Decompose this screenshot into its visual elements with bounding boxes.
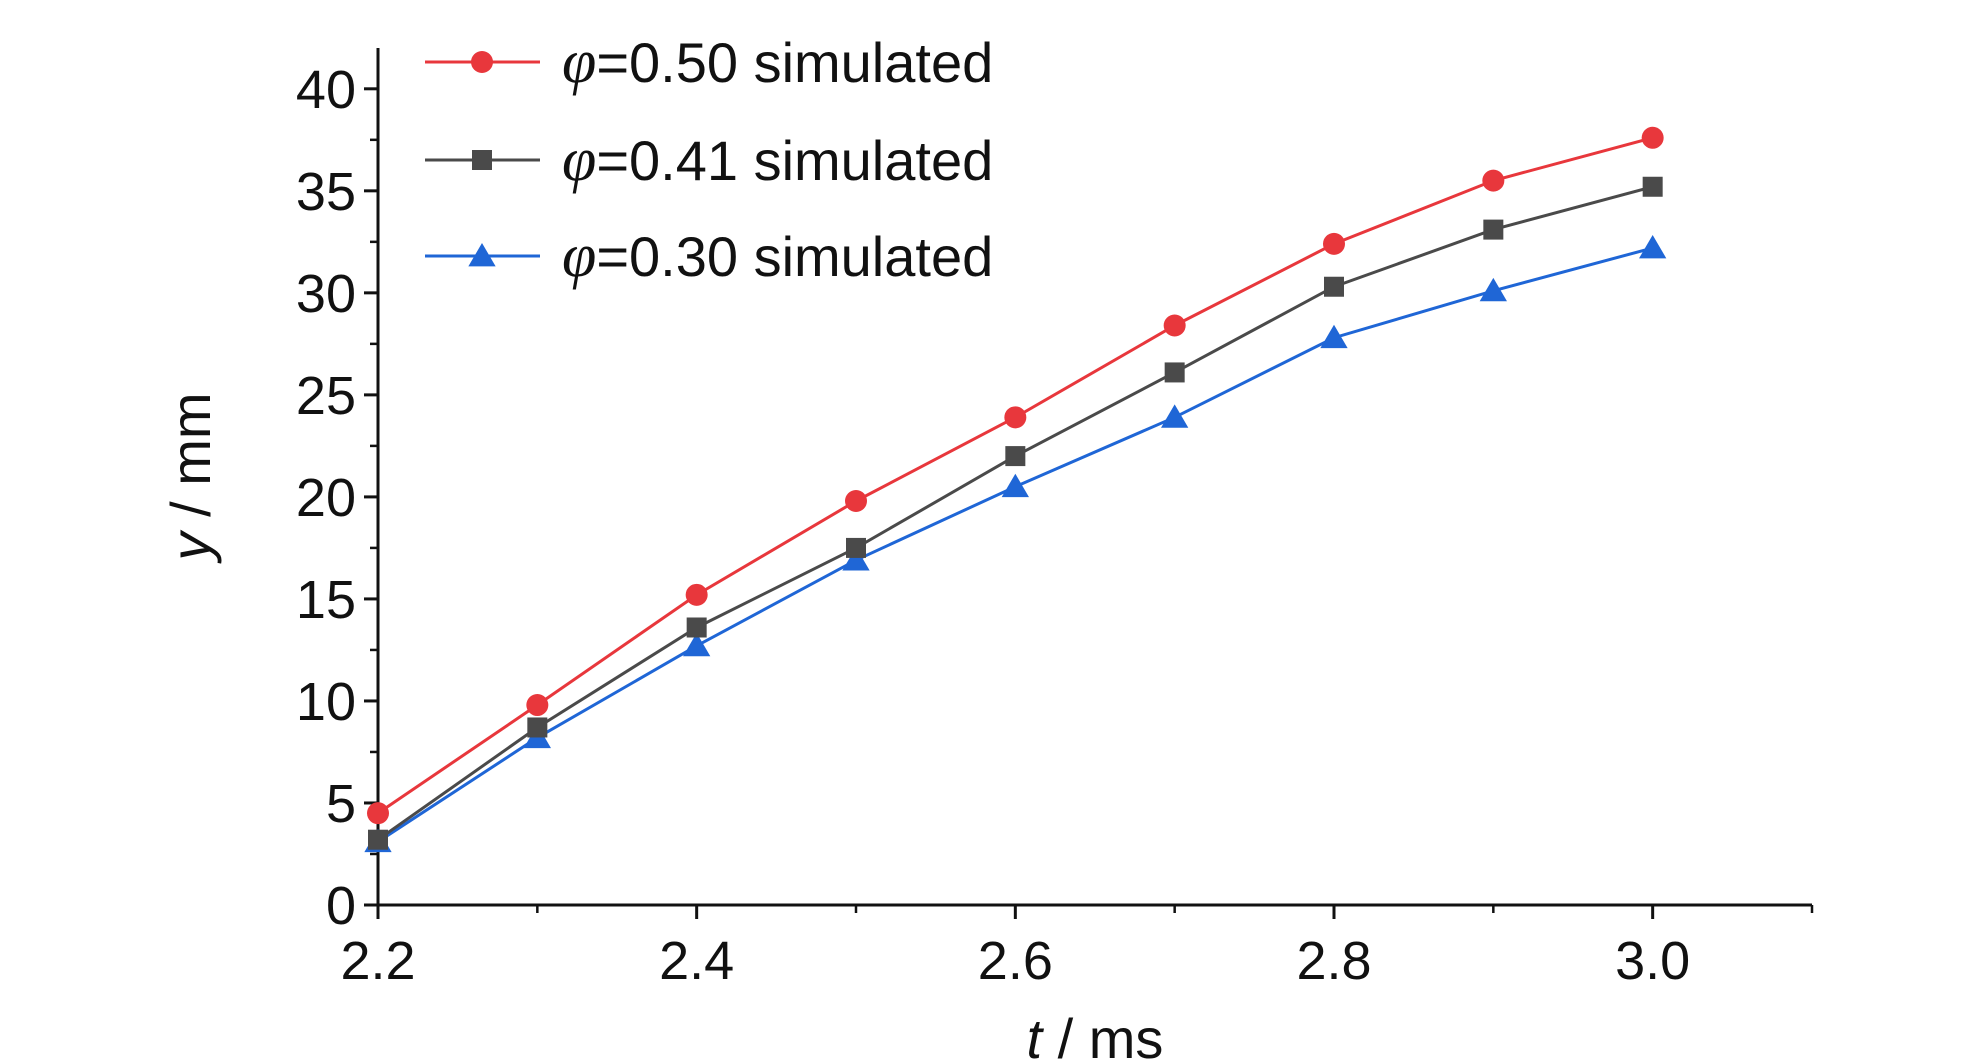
x-axis-ticks: 2.2 2.4 2.6 2.8 3.0 (340, 905, 1814, 991)
x-tick-label: 3.0 (1615, 931, 1690, 991)
legend-label-text: =0.30 simulated (596, 225, 993, 288)
legend-label-text: =0.41 simulated (596, 129, 993, 192)
data-point-square (846, 537, 866, 558)
legend-phi-symbol: φ (562, 222, 596, 290)
y-tick-label: 20 (296, 468, 356, 528)
data-point-triangle (683, 632, 711, 657)
data-point-circle (1163, 314, 1186, 337)
data-point-square (1005, 446, 1026, 467)
plot-series (364, 126, 1667, 853)
legend-label-phi-050: φ=0.50 simulated (562, 28, 993, 96)
data-point-square (1642, 176, 1663, 197)
data-point-triangle (1639, 234, 1667, 259)
data-point-circle (845, 489, 867, 512)
y-tick-label: 10 (296, 672, 356, 732)
series-triangle (364, 234, 1667, 853)
x-tick-label: 2.2 (340, 931, 415, 991)
data-point-square (1164, 362, 1185, 383)
x-axis-label: t / ms (1027, 1007, 1164, 1063)
data-point-square (686, 617, 707, 638)
x-tick-label: 2.8 (1296, 931, 1371, 991)
legend-entry-phi-030: φ=0.30 simulated (425, 222, 993, 290)
y-axis-label-var: y (159, 529, 222, 564)
series-line (377, 246, 1654, 844)
data-point-triangle (1320, 324, 1348, 349)
data-point-circle (685, 583, 708, 606)
data-point-circle (367, 802, 389, 825)
y-tick-label: 35 (296, 162, 356, 222)
legend-marker-circle (471, 51, 493, 73)
legend-phi-symbol: φ (562, 126, 596, 194)
y-tick-label: 0 (326, 876, 356, 936)
legend-marker-square (472, 150, 492, 170)
data-point-square (527, 717, 548, 738)
data-point-circle (526, 694, 549, 717)
legend-phi-symbol: φ (562, 28, 596, 96)
data-point-circle (1323, 232, 1345, 255)
legend-marker-square (472, 150, 492, 170)
x-axis-label-unit: / ms (1042, 1007, 1163, 1063)
data-point-square (368, 829, 388, 850)
data-point-square (1324, 276, 1344, 297)
y-tick-label: 25 (296, 366, 356, 426)
legend-marker-triangle (468, 243, 496, 267)
y-tick-label: 5 (326, 774, 356, 834)
legend-label-phi-041: φ=0.41 simulated (562, 126, 993, 194)
series-square (368, 176, 1663, 850)
data-point-triangle (1001, 473, 1029, 498)
series-circle (367, 126, 1664, 825)
data-point-circle (1004, 406, 1027, 429)
y-tick-label: 30 (296, 264, 356, 324)
y-tick-label: 40 (296, 60, 356, 120)
legend-entry-phi-050: φ=0.50 simulated (425, 28, 993, 96)
x-tick-label: 2.4 (659, 931, 734, 991)
data-point-triangle (1161, 404, 1189, 428)
data-point-triangle (842, 547, 870, 571)
legend-label-phi-030: φ=0.30 simulated (562, 222, 993, 290)
data-point-triangle (1479, 277, 1507, 302)
data-point-circle (1482, 169, 1505, 192)
legend-marker-triangle (468, 243, 496, 267)
x-axis-label-var: t (1027, 1007, 1045, 1063)
y-tick-label: 15 (296, 570, 356, 630)
legend-marker-circle (471, 51, 493, 73)
y-axis-label-unit: / mm (159, 393, 222, 533)
data-point-square (1483, 219, 1504, 240)
legend-label-text: =0.50 simulated (596, 31, 993, 94)
y-axis-label: y / mm (159, 393, 222, 565)
legend-entry-phi-041: φ=0.41 simulated (425, 126, 993, 194)
legend: φ=0.50 simulated φ=0.41 simulated φ=0.30… (425, 28, 993, 290)
x-tick-label: 2.6 (978, 931, 1053, 991)
y-axis-ticks: 0 5 10 15 20 25 30 35 40 (296, 60, 378, 936)
data-point-circle (1641, 126, 1664, 149)
